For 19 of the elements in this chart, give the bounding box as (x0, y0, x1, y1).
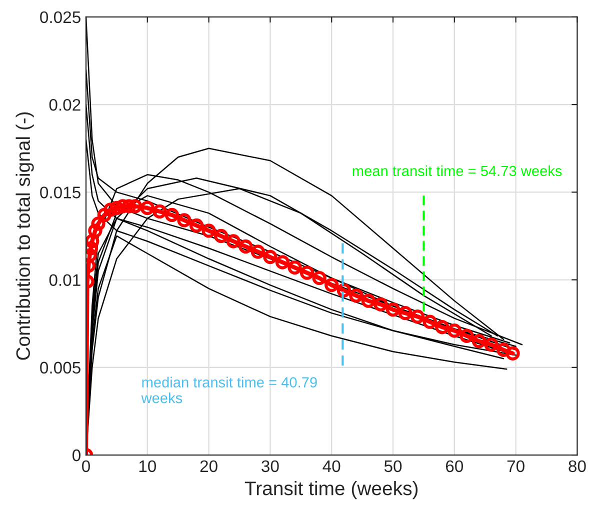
annotation: median transit time = 40.79 weeks (141, 376, 317, 404)
x-tick-label: 10 (139, 460, 156, 472)
y-tick-label: 0.01 (49, 274, 80, 286)
x-tick-label: 80 (568, 460, 586, 472)
x-tick-label: 50 (384, 460, 402, 472)
x-tick-label: 20 (200, 460, 218, 472)
y-tick-label: 0 (72, 449, 80, 462)
y-tick-label: 0.025 (40, 11, 80, 24)
y-axis-title: Contribution to total signal (-) (16, 112, 34, 360)
y-tick-label: 0.02 (49, 98, 80, 111)
x-tick-label: 0 (82, 460, 90, 472)
y-tick-label: 0.015 (40, 186, 80, 198)
x-tick-label: 60 (446, 460, 464, 472)
annotation: mean transit time = 54.73 weeks (352, 165, 562, 176)
x-tick-label: 30 (262, 460, 279, 472)
y-tick-label: 0.005 (40, 362, 80, 374)
x-tick-label: 70 (507, 460, 524, 472)
x-tick-label: 40 (322, 460, 340, 472)
x-axis-title: Transit time (weeks) (244, 480, 418, 500)
